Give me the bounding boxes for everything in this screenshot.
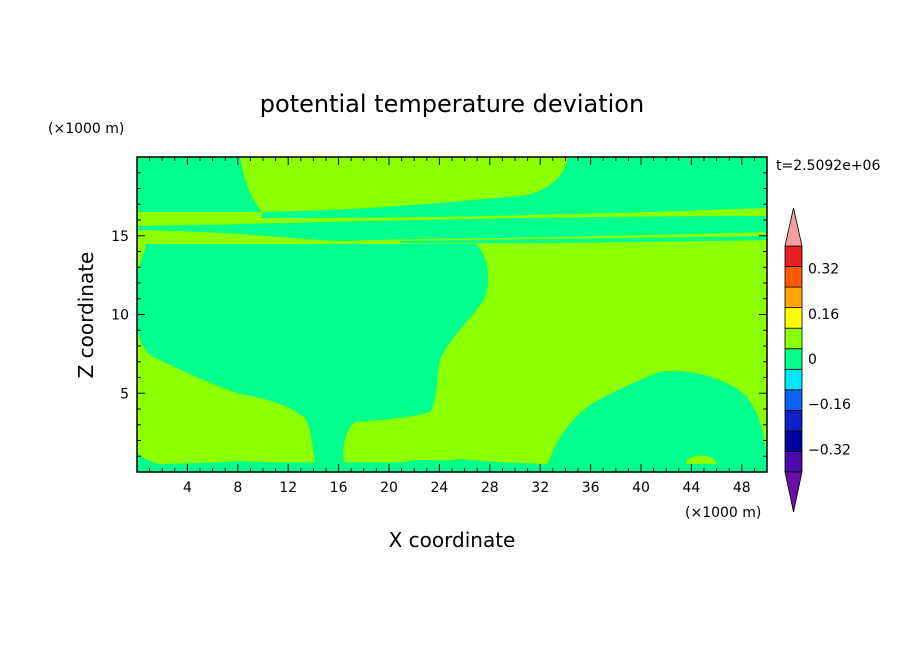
mid-negative-band [137, 216, 767, 241]
colorbar-tick-label: 0 [808, 352, 817, 368]
time-label: t=2.5092e+06 [776, 158, 880, 174]
upper-negative-band-right [262, 157, 767, 218]
x-tick-label: 44 [682, 480, 700, 496]
bottom-negative-strip [137, 452, 767, 472]
dome-negative-region [548, 371, 767, 465]
x-tick-label: 28 [481, 480, 499, 496]
colorbar-swatch [784, 307, 803, 329]
colorbar-swatch [784, 266, 803, 288]
y-tick-label: 5 [120, 386, 129, 402]
contour-field [136, 156, 768, 473]
colorbar-swatch [784, 245, 803, 267]
colorbar-swatch [784, 389, 803, 411]
colorbar-over-arrow [784, 207, 803, 247]
colorbar-swatch [784, 451, 803, 473]
x-unit-label: (×1000 m) [685, 505, 761, 521]
x-tick-label: 8 [233, 480, 242, 496]
x-tick-label: 20 [380, 480, 398, 496]
plume-negative-region [137, 244, 489, 465]
colorbar-swatch [784, 327, 803, 350]
dome-positive-spot [686, 455, 717, 466]
y-axis: 5 10 15 [111, 172, 767, 457]
colorbar-swatch [784, 409, 803, 432]
y-tick-label: 15 [111, 229, 129, 245]
colorbar-under-arrow [784, 471, 803, 513]
y-tick-label: 10 [111, 308, 129, 324]
x-tick-label: 4 [183, 480, 192, 496]
colorbar-tick-label: 0.16 [808, 307, 839, 323]
x-tick-label: 36 [582, 480, 600, 496]
colorbar-swatch [784, 348, 803, 370]
x-axis: 4 8 12 16 20 24 28 32 36 40 44 48 [149, 157, 755, 496]
x-tick-label: 12 [279, 480, 297, 496]
y-axis-label: Z coordinate [74, 252, 98, 379]
colorbar-swatch [784, 368, 803, 391]
x-tick-label: 24 [430, 480, 448, 496]
colorbar-tick-label: −0.16 [808, 397, 851, 413]
x-axis-label: X coordinate [389, 528, 516, 552]
colorbar: 0.32 0.16 0 −0.16 −0.32 [784, 207, 851, 513]
y-unit-label: (×1000 m) [48, 121, 124, 137]
x-tick-label: 48 [733, 480, 751, 496]
colorbar-tick-label: −0.32 [808, 442, 851, 458]
upper-negative-band-left [137, 157, 262, 212]
x-tick-label: 40 [632, 480, 650, 496]
x-tick-label: 16 [330, 480, 348, 496]
colorbar-swatch [784, 430, 803, 452]
lower-thin-band [400, 236, 767, 244]
x-tick-label: 32 [531, 480, 549, 496]
colorbar-swatch [784, 286, 803, 309]
colorbar-tick-label: 0.32 [808, 262, 839, 278]
chart-title: potential temperature deviation [260, 90, 644, 118]
